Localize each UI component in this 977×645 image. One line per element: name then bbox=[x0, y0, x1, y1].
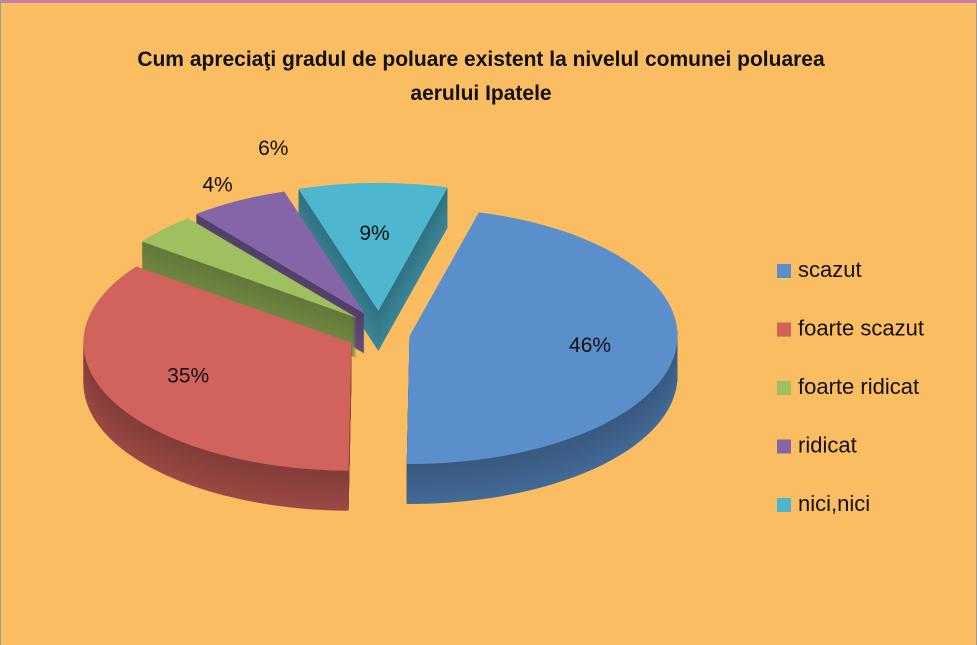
data-label: 46% bbox=[569, 334, 611, 357]
legend-label: scazut bbox=[798, 257, 862, 282]
legend-label: nici,nici bbox=[798, 491, 870, 516]
legend-swatch bbox=[777, 439, 791, 454]
legend-swatch bbox=[777, 498, 791, 512]
legend-swatch bbox=[777, 264, 791, 278]
slice bbox=[406, 212, 678, 464]
data-label: 9% bbox=[359, 222, 389, 245]
legend-swatch bbox=[777, 322, 791, 337]
plot: 46% 35% 4% 6% 9% scazut foarte scazut foarte ri… bbox=[83, 137, 924, 516]
legend-label: foarte ridicat bbox=[798, 374, 919, 399]
data-label: 35% bbox=[167, 364, 209, 387]
chart-title: Cum apreciaţi gradul de poluare existent… bbox=[137, 48, 825, 105]
data-label: 6% bbox=[258, 137, 288, 160]
legend-label: foarte scazut bbox=[798, 315, 924, 340]
slice bbox=[298, 183, 448, 312]
slice bbox=[141, 218, 357, 318]
legend-swatch bbox=[777, 381, 791, 395]
legend-label: ridicat bbox=[798, 432, 857, 457]
slice bbox=[195, 191, 365, 314]
slice bbox=[83, 266, 352, 471]
data-label: 4% bbox=[202, 174, 232, 197]
